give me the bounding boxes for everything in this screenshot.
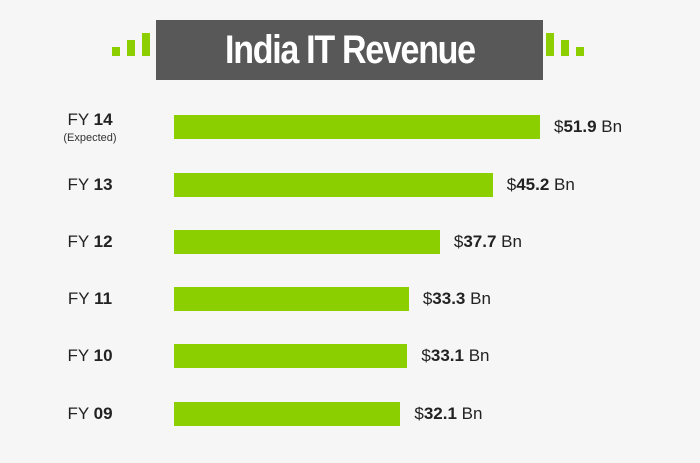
category-label: FY 13 <box>67 175 113 194</box>
category-label: FY 09 <box>67 404 113 423</box>
bar <box>174 230 440 254</box>
bar <box>174 115 540 139</box>
title-decoration <box>112 47 120 56</box>
title-decoration <box>561 40 569 56</box>
value-label: $33.1 Bn <box>421 346 490 365</box>
category-label: FY 10 <box>67 346 113 365</box>
title-decoration <box>546 33 554 56</box>
value-label: $37.7 Bn <box>453 232 522 251</box>
bar <box>174 344 408 368</box>
bar <box>174 287 409 311</box>
chart-title: India IT Revenue <box>156 20 543 80</box>
bar <box>174 173 493 197</box>
value-label: $45.2 Bn <box>506 175 575 194</box>
category-label: FY 11 <box>67 289 113 308</box>
value-label: $33.3 Bn <box>422 289 491 308</box>
value-label: $51.9 Bn <box>554 117 623 136</box>
title-decoration <box>127 40 135 56</box>
bar <box>174 402 401 426</box>
category-label: FY 12 <box>67 232 113 251</box>
value-label: $32.1 Bn <box>414 404 483 423</box>
title-decoration <box>142 33 150 56</box>
category-label: FY 14 <box>67 110 113 129</box>
title-decoration <box>576 47 584 56</box>
category-note: (Expected) <box>63 132 117 144</box>
